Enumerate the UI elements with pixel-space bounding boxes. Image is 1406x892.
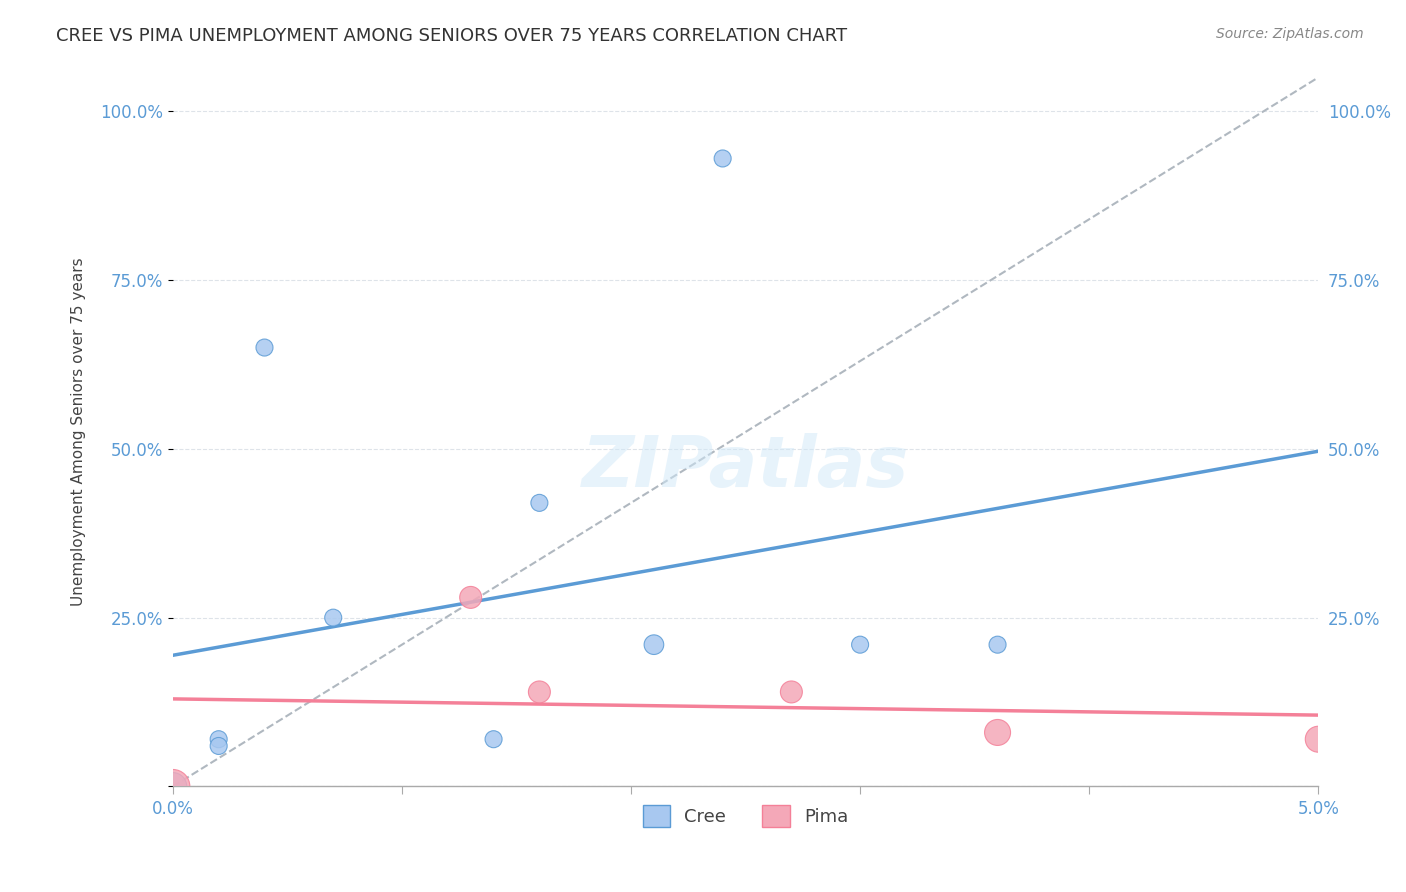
Point [529, 496, 551, 510]
Point [322, 610, 344, 624]
Point [711, 152, 734, 166]
Point [643, 638, 665, 652]
Point [987, 638, 1010, 652]
Point [162, 780, 184, 794]
Point [208, 732, 231, 747]
Point [460, 591, 482, 605]
Legend: Cree, Pima: Cree, Pima [636, 797, 855, 834]
Point [780, 685, 803, 699]
Point [1308, 732, 1330, 747]
Point [987, 725, 1010, 739]
Point [208, 739, 231, 753]
Y-axis label: Unemployment Among Seniors over 75 years: Unemployment Among Seniors over 75 years [72, 258, 86, 607]
Point [482, 732, 505, 747]
Point [162, 780, 184, 794]
Point [529, 685, 551, 699]
Text: Source: ZipAtlas.com: Source: ZipAtlas.com [1216, 27, 1364, 41]
Text: CREE VS PIMA UNEMPLOYMENT AMONG SENIORS OVER 75 YEARS CORRELATION CHART: CREE VS PIMA UNEMPLOYMENT AMONG SENIORS … [56, 27, 848, 45]
Point [253, 341, 276, 355]
Point [849, 638, 872, 652]
Text: ZIPatlas: ZIPatlas [582, 433, 910, 502]
